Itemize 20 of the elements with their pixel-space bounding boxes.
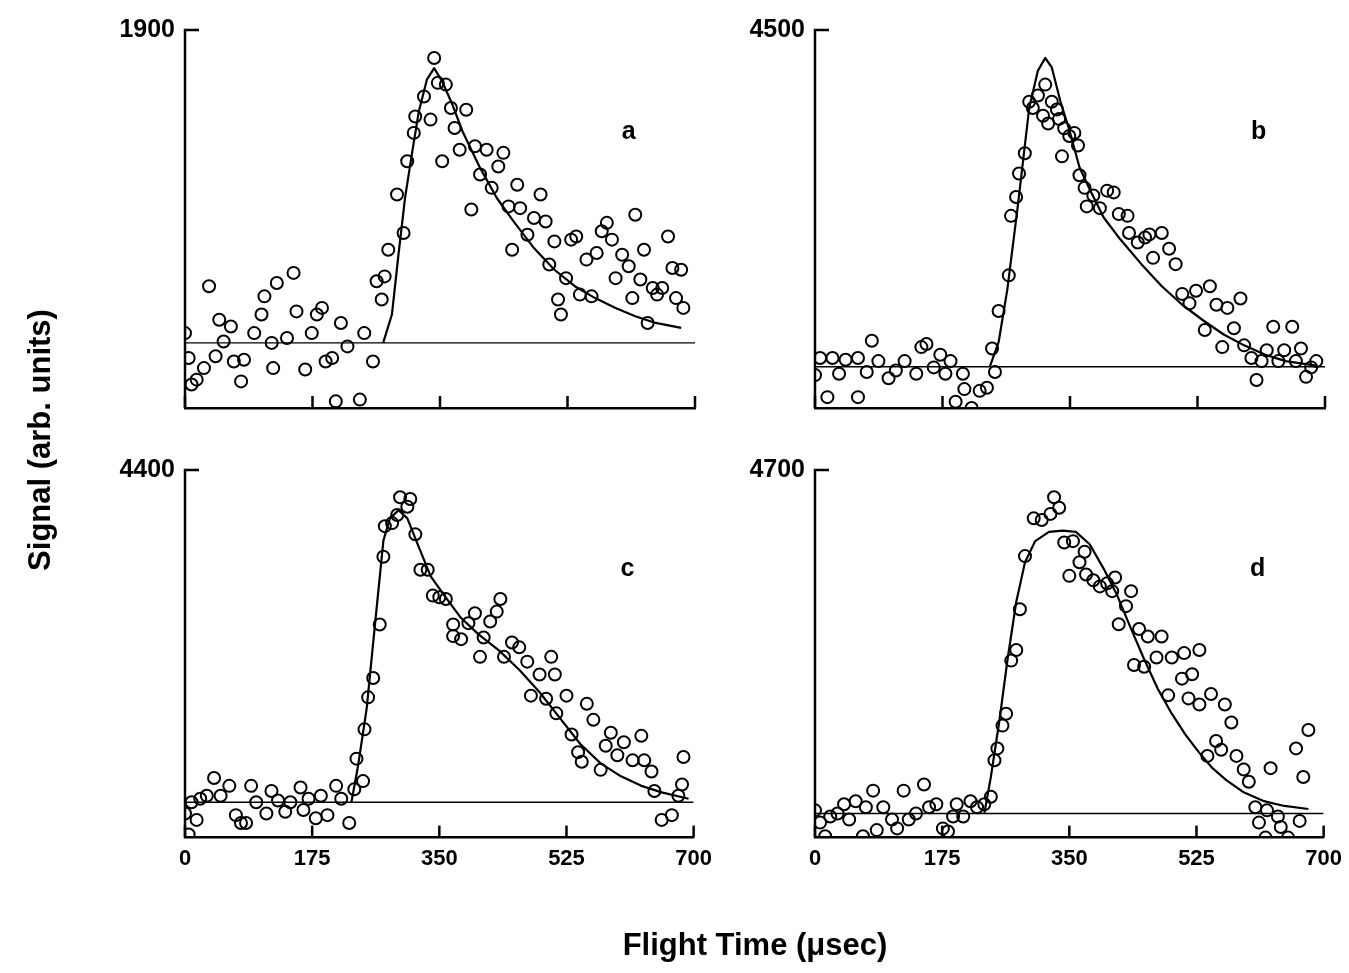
x-tick-label: 525 [1178,844,1215,870]
annotation: b [1251,115,1267,144]
x-tick-label: 175 [293,844,331,870]
x-tick-label: 0 [808,844,822,870]
annotation: d [1249,553,1266,582]
x-tick-label: 350 [420,844,458,870]
text: 1900 [119,13,175,42]
y-axis-title: Signal (arb. units) [22,309,58,571]
x-tick-label: 175 [923,844,961,870]
annotation: c [620,553,635,582]
x-tick-label: 350 [1050,844,1088,870]
text: 4500 [749,13,805,42]
x-tick-label: 700 [1305,844,1343,870]
text: 4400 [119,453,175,482]
x-tick-label: 700 [675,844,713,870]
x-axis-title: Flight Time (μsec) [622,927,888,963]
x-tick-label: 525 [548,844,585,870]
x-tick-label: 0 [178,844,192,870]
text: 4700 [749,453,805,482]
annotation: a [621,115,637,144]
